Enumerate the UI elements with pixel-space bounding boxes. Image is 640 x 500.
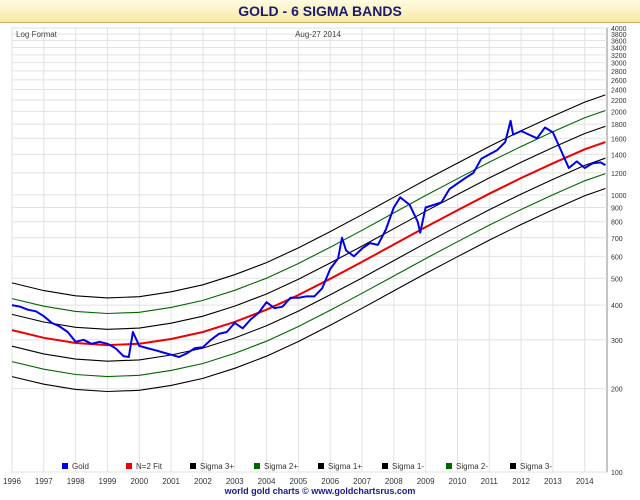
y-tick-label: 800 (611, 220, 623, 227)
y-tick-label: 3800 (611, 32, 627, 39)
y-tick-label: 3000 (611, 61, 627, 68)
sigma-2-plus-line (11, 109, 606, 315)
y-tick-label: 2600 (611, 78, 627, 85)
x-tick-label: 2004 (258, 477, 276, 486)
y-tick-label: 900 (611, 206, 623, 213)
x-tick-label: 2010 (449, 477, 467, 486)
y-tick-label: 1000 (611, 193, 627, 200)
y-tick-label: 1200 (611, 171, 627, 178)
legend-label: N=2 Fit (136, 462, 163, 471)
x-tick-label: 2012 (512, 477, 530, 486)
y-tick-label: 1800 (611, 122, 627, 129)
legend-swatch (382, 463, 388, 469)
sigma-2-minus-line (11, 173, 606, 378)
legend-swatch (446, 463, 452, 469)
legend-label: Sigma 2- (456, 462, 488, 471)
x-tick-label: 1997 (35, 477, 53, 486)
legend: Gold N=2 Fit Sigma 3+ Sigma 2+ Sigma 1+ Sigma… (62, 462, 552, 471)
x-tick-label: 2008 (385, 477, 403, 486)
y-tick-label: 400 (611, 303, 623, 310)
legend-label: Sigma 1+ (328, 462, 362, 471)
legend-label: Gold (72, 462, 89, 471)
y-tick-label: 500 (611, 276, 623, 283)
legend-label: Sigma 2+ (264, 462, 298, 471)
y-tick-label: 100 (611, 470, 623, 477)
legend-swatch (510, 463, 516, 469)
y-tick-label: 3400 (611, 46, 627, 53)
x-tick-label: 1996 (3, 477, 21, 486)
grid-lines (11, 27, 607, 473)
y-tick-label: 4000 (611, 26, 627, 33)
fit-line (11, 141, 606, 347)
x-tick-label: 1999 (99, 477, 117, 486)
legend-swatch (190, 463, 196, 469)
x-tick-label: 2006 (321, 477, 339, 486)
y-tick-label: 1400 (611, 152, 627, 159)
x-tick-label: 2002 (194, 477, 212, 486)
gold-price-line (11, 119, 606, 358)
sigma-1-minus-line (11, 157, 606, 362)
legend-swatch (254, 463, 260, 469)
y-tick-label: 3600 (611, 39, 627, 46)
format-label: Log Format (16, 30, 58, 39)
x-axis: 1996 1997 1998 1999 2000 2001 2002 2003 2004 2005… (3, 477, 594, 486)
legend-swatch (126, 463, 132, 469)
y-tick-label: 2000 (611, 109, 627, 116)
page-title: GOLD - 6 SIGMA BANDS (0, 0, 640, 23)
y-tick-label: 2200 (611, 98, 627, 105)
sigma-3-minus-line (11, 187, 606, 393)
y-tick-label: 300 (611, 338, 623, 345)
x-tick-label: 2001 (162, 477, 180, 486)
x-tick-label: 2009 (417, 477, 435, 486)
legend-label: Sigma 3- (520, 462, 552, 471)
legend-swatch (318, 463, 324, 469)
y-tick-label: 2400 (611, 87, 627, 94)
x-tick-label: 2005 (289, 477, 307, 486)
y-tick-label: 3200 (611, 53, 627, 60)
x-tick-label: 2011 (481, 477, 499, 486)
x-tick-label: 2003 (226, 477, 244, 486)
sigma-1-plus-line (11, 125, 606, 330)
legend-label: Sigma 1- (392, 462, 424, 471)
y-tick-label: 600 (611, 254, 623, 261)
plot-frame (11, 27, 608, 473)
y-tick-label: 1600 (611, 136, 627, 143)
gold-sigma-chart: 1996 1997 1998 1999 2000 2001 2002 2003 2004 2005… (3, 26, 627, 486)
date-label: Aug-27 2014 (295, 30, 341, 39)
footer-credit: world gold charts © www.goldchartsrus.co… (224, 486, 416, 496)
gold-series (11, 119, 606, 358)
x-tick-label: 2007 (353, 477, 371, 486)
y-tick-label: 200 (611, 387, 623, 394)
y-tick-label: 700 (611, 236, 623, 243)
legend-swatch (62, 463, 68, 469)
y-tick-label: 2800 (611, 69, 627, 76)
x-tick-label: 2013 (544, 477, 562, 486)
legend-label: Sigma 3+ (200, 462, 234, 471)
y-axis: 100 200 300 400 500 600 700 800 900 1000 1200 1400 1… (611, 26, 627, 477)
x-tick-label: 2000 (130, 477, 148, 486)
x-tick-label: 1998 (67, 477, 85, 486)
x-tick-label: 2014 (576, 477, 594, 486)
